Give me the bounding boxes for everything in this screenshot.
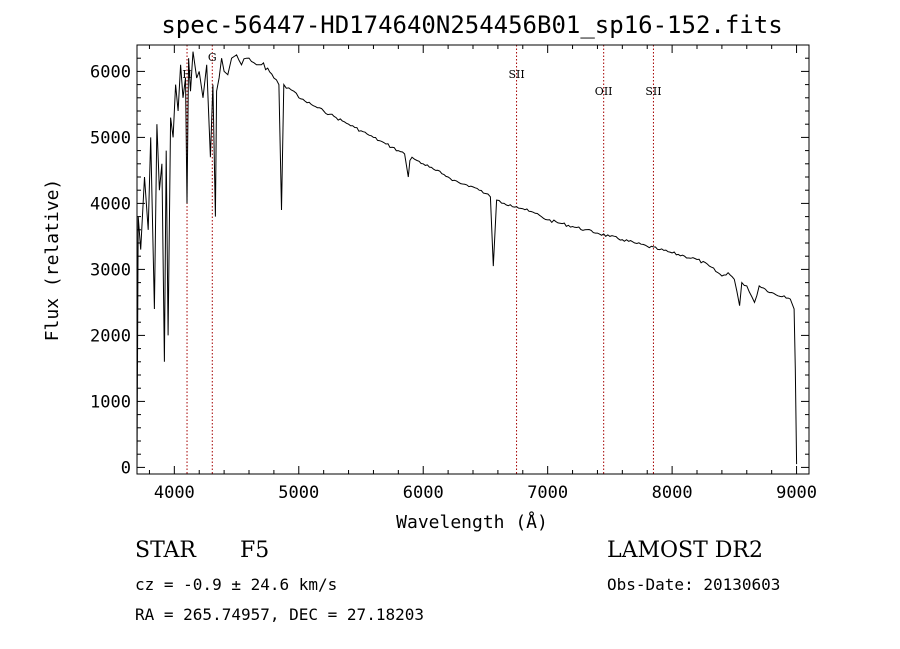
object-class: STAR: [135, 538, 196, 563]
y-axis-ticks: 0 1000 2000 3000 4000 5000 6000: [90, 44, 809, 478]
ra-dec: RA = 265.74957, DEC = 27.18203: [135, 605, 424, 624]
y-tick-label: 4000: [90, 194, 131, 214]
marker-label: SII: [508, 68, 524, 81]
y-tick-label: 0: [121, 458, 131, 478]
x-axis-ticks: 4000 5000 6000 7000 8000 9000: [148, 45, 817, 503]
x-tick-label: 6000: [403, 483, 444, 503]
marker-label: G: [208, 51, 217, 64]
x-tick-label: 7000: [527, 483, 568, 503]
marker-label: H: [182, 68, 192, 81]
x-tick-label: 8000: [652, 483, 693, 503]
x-tick-label: 9000: [776, 483, 817, 503]
spectrum-series-line: [136, 51, 798, 468]
obs-date: Obs-Date: 20130603: [607, 575, 781, 594]
spectrum-chart: spec-56447-HD174640N254456B01_sp16-152.f…: [42, 11, 817, 533]
survey-name: LAMOST DR2: [607, 538, 763, 563]
y-tick-label: 2000: [90, 326, 131, 346]
y-tick-label: 1000: [90, 392, 131, 412]
plot-frame: [136, 44, 810, 475]
y-tick-label: 3000: [90, 260, 131, 280]
marker-label: OII: [595, 85, 613, 98]
x-tick-label: 5000: [278, 483, 319, 503]
y-axis-label: Flux (relative): [42, 179, 63, 342]
marker-label: SII: [645, 85, 661, 98]
chart-title: spec-56447-HD174640N254456B01_sp16-152.f…: [161, 11, 782, 39]
object-subclass: F5: [240, 538, 270, 563]
line-markers: H G SII OII SII: [182, 45, 662, 474]
x-tick-label: 4000: [154, 483, 195, 503]
y-tick-label: 5000: [90, 128, 131, 148]
y-tick-label: 6000: [90, 62, 131, 82]
x-axis-label: Wavelength (Å): [396, 511, 548, 533]
redshift-text: cz = -0.9 ± 24.6 km/s: [135, 575, 338, 594]
